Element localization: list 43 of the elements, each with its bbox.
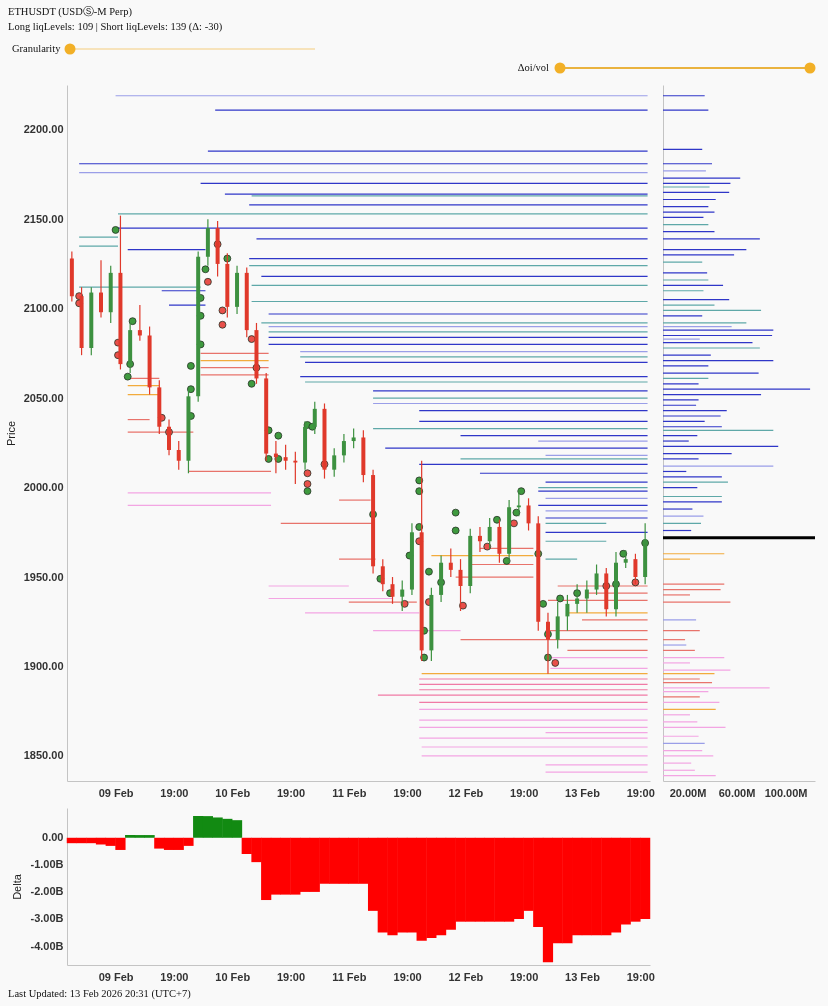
y-tick-label: 0.00	[42, 831, 64, 844]
y-tick-label: -3.00B	[30, 912, 64, 925]
y-tick-label: -4.00B	[30, 939, 64, 952]
y-tick-label: 2000.00	[23, 481, 64, 494]
x-tick-label: 20.00M	[669, 786, 706, 799]
x-tick-label: 19:00	[510, 970, 539, 983]
x-tick-label: 19:00	[160, 970, 189, 983]
text: Δoi/vol	[517, 61, 549, 74]
x-tick-label: 11 Feb	[332, 970, 367, 983]
x-tick-label: 12 Feb	[448, 786, 484, 799]
y-tick-label: 2100.00	[23, 302, 64, 315]
x-tick-label: 13 Feb	[565, 970, 601, 983]
y-tick-label: 2200.00	[23, 123, 64, 136]
chart-title: ETHUSDT (USDⓈ-M Perp)	[8, 5, 132, 18]
x-tick-label: 11 Feb	[332, 786, 367, 799]
x-tick-label: 19:00	[276, 786, 306, 799]
chart-subtitle: Long liqLevels: 109 | Short liqLevels: 139 (Δ: -30)	[8, 20, 223, 33]
x-tick-label: 12 Feb	[448, 970, 484, 983]
x-tick-label: 100.00M	[764, 786, 807, 799]
y-tick-label: 1900.00	[23, 659, 64, 672]
y-axis-title: Price	[4, 420, 17, 447]
y-axis-title: Delta	[11, 873, 24, 900]
x-tick-label: 19:00	[626, 786, 655, 799]
text: Last Updated: 13 Feb 2026 20:31 (UTC+7)	[8, 987, 191, 1000]
x-tick-label: 19:00	[276, 970, 306, 983]
y-tick-label: 2050.00	[23, 391, 64, 404]
x-tick-label: 19:00	[160, 786, 189, 799]
x-tick-label: 19:00	[393, 786, 422, 799]
x-tick-label: 19:00	[626, 970, 655, 983]
x-tick-label: 60.00M	[718, 786, 755, 799]
y-tick-label: -2.00B	[30, 885, 64, 898]
x-tick-label: 09 Feb	[98, 786, 134, 799]
y-tick-label: -1.00B	[30, 858, 64, 871]
y-tick-label: 1950.00	[23, 570, 64, 583]
y-tick-label: 1850.00	[23, 749, 64, 762]
x-tick-label: 13 Feb	[565, 786, 601, 799]
x-tick-label: 19:00	[510, 786, 539, 799]
x-tick-label: 19:00	[393, 970, 422, 983]
x-tick-label: 09 Feb	[98, 970, 134, 983]
y-tick-label: 2150.00	[23, 212, 64, 225]
text: Granularity	[12, 42, 61, 55]
x-tick-label: 10 Feb	[215, 786, 251, 799]
x-tick-label: 10 Feb	[215, 970, 251, 983]
